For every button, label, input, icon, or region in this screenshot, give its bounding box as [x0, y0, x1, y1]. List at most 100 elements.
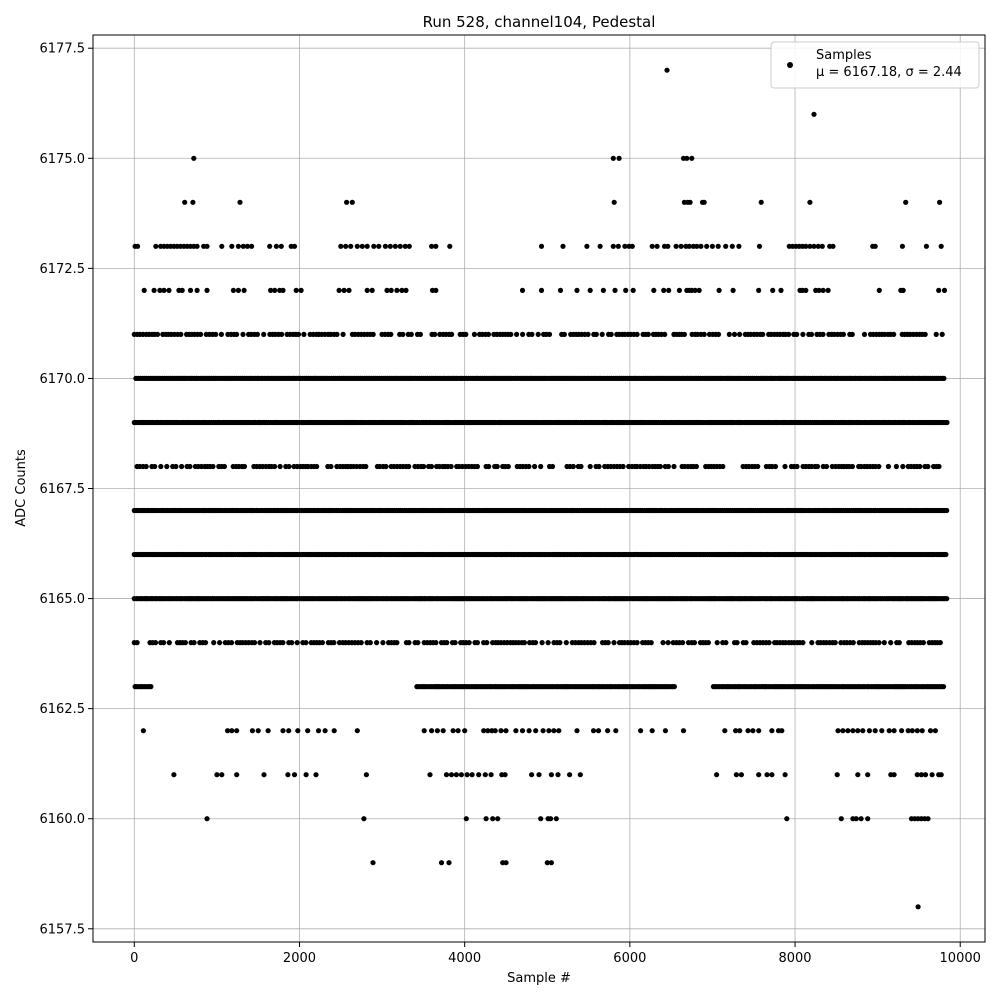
- data-point: [919, 728, 925, 734]
- data-point: [214, 772, 220, 778]
- data-point: [363, 463, 369, 470]
- data-point: [376, 243, 382, 249]
- x-tick-label: 2000: [283, 951, 316, 966]
- data-point: [421, 463, 427, 470]
- data-point: [349, 199, 355, 205]
- data-point: [397, 243, 403, 249]
- x-axis-label: Sample #: [507, 971, 571, 986]
- data-point: [319, 640, 325, 646]
- data-point: [191, 155, 197, 161]
- data-point: [213, 331, 219, 337]
- data-point: [482, 772, 488, 778]
- data-point: [800, 331, 806, 337]
- data-point: [561, 331, 568, 337]
- data-point: [630, 287, 636, 293]
- data-point: [535, 331, 541, 337]
- legend-marker: [787, 62, 793, 68]
- data-point: [503, 860, 509, 866]
- data-point: [620, 463, 626, 470]
- data-point: [463, 331, 469, 337]
- data-point: [838, 816, 844, 822]
- data-point: [229, 728, 235, 734]
- data-point: [369, 287, 375, 293]
- data-point: [280, 728, 286, 734]
- data-point: [218, 331, 224, 337]
- data-point: [152, 640, 159, 646]
- data-point: [152, 463, 158, 470]
- data-point: [240, 331, 246, 337]
- data-point: [221, 463, 227, 470]
- data-point: [415, 640, 421, 646]
- data-point: [406, 243, 412, 249]
- data-point: [876, 287, 882, 293]
- data-point: [498, 728, 504, 734]
- data-point: [597, 243, 603, 249]
- data-point: [361, 816, 367, 822]
- data-point: [756, 772, 762, 778]
- x-tick-label: 8000: [778, 951, 811, 966]
- data-point: [701, 331, 707, 337]
- data-point: [578, 463, 584, 470]
- data-point: [433, 243, 439, 249]
- data-point: [293, 287, 299, 293]
- data-point: [148, 684, 154, 690]
- data-point: [737, 331, 743, 337]
- data-point: [704, 243, 710, 249]
- data-point: [315, 728, 322, 734]
- data-point: [800, 640, 806, 646]
- data-point: [834, 772, 840, 778]
- data-point: [476, 772, 482, 778]
- data-point: [538, 463, 544, 470]
- data-point: [927, 728, 934, 734]
- data-point: [734, 640, 740, 646]
- data-point: [756, 728, 762, 734]
- data-point: [202, 640, 209, 646]
- data-point: [944, 596, 950, 602]
- data-point: [716, 287, 722, 293]
- data-point: [249, 243, 255, 249]
- data-point: [429, 243, 435, 249]
- data-point: [855, 728, 861, 734]
- data-point: [823, 463, 830, 470]
- data-point: [289, 640, 295, 646]
- data-point: [936, 287, 942, 293]
- data-point: [234, 772, 240, 778]
- data-point: [698, 243, 704, 249]
- x-tick-label: 6000: [613, 951, 646, 966]
- data-point: [217, 640, 223, 646]
- data-point: [134, 640, 140, 646]
- data-point: [676, 287, 683, 293]
- data-point: [182, 199, 188, 205]
- data-point: [694, 243, 700, 249]
- data-point: [400, 331, 406, 337]
- data-point: [587, 463, 593, 470]
- data-point: [161, 287, 167, 293]
- data-point: [733, 772, 740, 778]
- data-point: [229, 243, 235, 249]
- data-point: [665, 640, 671, 646]
- data-point: [784, 816, 790, 822]
- data-point: [657, 463, 663, 470]
- data-point: [726, 331, 732, 337]
- data-point: [692, 287, 698, 293]
- data-point: [190, 199, 196, 205]
- data-point: [529, 331, 535, 337]
- y-tick-label: 6160.0: [40, 812, 86, 827]
- data-point: [645, 331, 651, 337]
- data-point: [305, 728, 311, 734]
- data-point: [394, 287, 400, 293]
- data-point: [268, 287, 274, 293]
- data-point: [448, 772, 455, 778]
- data-point: [691, 640, 698, 646]
- data-point: [273, 243, 279, 249]
- data-point: [662, 728, 669, 734]
- data-point: [279, 331, 285, 337]
- data-point: [900, 287, 906, 293]
- data-point: [623, 287, 629, 293]
- y-tick-label: 6157.5: [40, 922, 86, 937]
- data-point: [438, 860, 445, 866]
- data-point: [938, 772, 944, 778]
- data-point: [540, 728, 546, 734]
- data-point: [533, 728, 539, 734]
